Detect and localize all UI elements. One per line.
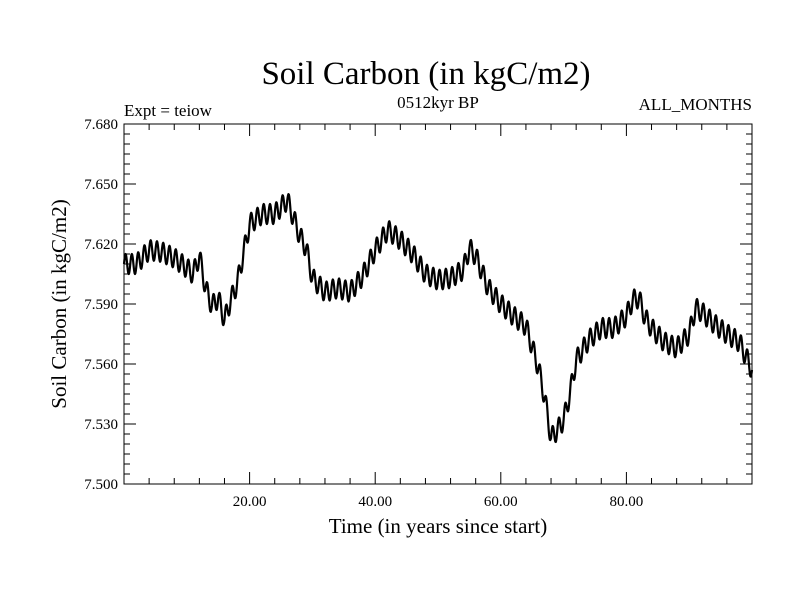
soil-carbon-series-line <box>122 193 754 444</box>
y-tick-label: 7.530 <box>84 417 118 433</box>
x-tick-label: 20.00 <box>233 494 267 510</box>
chart-subtitle: 0512kyr BP <box>397 93 479 112</box>
experiment-label: Expt = teiow <box>124 101 213 120</box>
x-axis-label: Time (in years since start) <box>329 514 548 538</box>
y-tick-label: 7.620 <box>84 237 118 253</box>
y-axis-label: Soil Carbon (in kgC/m2) <box>47 199 71 408</box>
y-tick-label: 7.500 <box>84 477 118 493</box>
y-tick-label: 7.680 <box>84 117 118 133</box>
x-tick-labels: 20.00 40.00 60.00 80.00 <box>233 494 644 510</box>
x-tick-label: 40.00 <box>358 494 392 510</box>
x-tick-label: 80.00 <box>610 494 644 510</box>
y-tick-label: 7.650 <box>84 177 118 193</box>
chart-title: Soil Carbon (in kgC/m2) <box>261 56 590 92</box>
y-tick-labels: 7.500 7.530 7.560 7.590 7.620 7.650 7.680 <box>84 117 118 493</box>
y-tick-label: 7.590 <box>84 297 118 313</box>
y-tick-label: 7.560 <box>84 357 118 373</box>
x-tick-label: 60.00 <box>484 494 518 510</box>
axis-ticks <box>124 123 752 485</box>
months-label: ALL_MONTHS <box>639 95 752 114</box>
